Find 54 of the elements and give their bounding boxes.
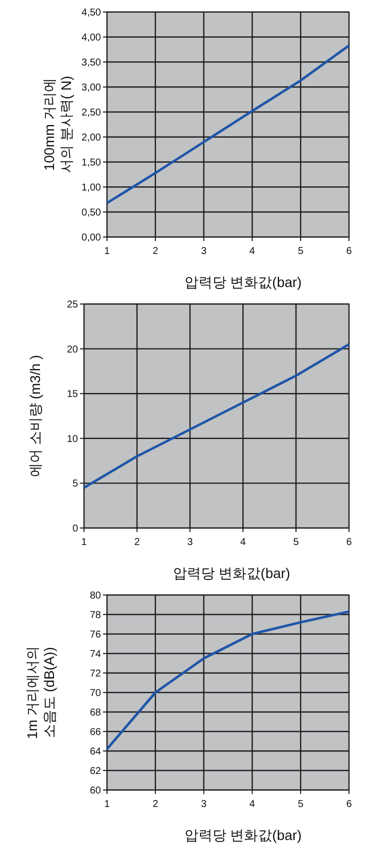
line-series [106, 610, 350, 750]
line-series [106, 44, 350, 204]
x-axis-title: 압력당 변화값(bar) [184, 827, 302, 843]
y-tick-label: 64 [90, 746, 102, 758]
y-tick-label: 4,50 [82, 8, 102, 18]
x-tick-label: 5 [298, 246, 304, 257]
x-tick-label: 1 [81, 537, 88, 548]
x-tick-label: 2 [134, 537, 140, 548]
x-tick-label: 5 [298, 799, 304, 810]
x-tick-label: 6 [346, 799, 352, 810]
y-tick-label: 76 [90, 630, 102, 640]
x-axis-title: 압력당 변화값(bar) [184, 274, 302, 290]
y-axis-title: 에어 소비량 (m3/h ) [27, 354, 43, 478]
y-tick-label: 5 [72, 478, 78, 490]
y-tick-label: 20 [66, 344, 78, 356]
y-tick-label: 1,50 [82, 158, 102, 168]
y-tick-label: 4,00 [82, 32, 102, 44]
y-tick-label: 72 [90, 668, 102, 680]
y-tick-label: 0 [72, 524, 78, 534]
y-tick-label: 62 [90, 766, 102, 777]
x-tick-label: 3 [201, 246, 208, 257]
y-tick-label: 15 [66, 389, 78, 400]
y-tick-label: 3,50 [82, 58, 102, 68]
x-tick-label: 3 [201, 799, 208, 810]
x-tick-label: 5 [293, 537, 300, 548]
y-tick-label: 66 [90, 727, 102, 738]
y-tick-label: 10 [66, 434, 78, 445]
x-tick-label: 6 [346, 246, 352, 257]
y-axis-title: 100mm 거리에 서의 분사력( N) [41, 76, 74, 174]
y-tick-label: 2,50 [82, 108, 102, 118]
line-series [82, 343, 350, 489]
x-tick-label: 3 [187, 537, 194, 548]
x-tick-label: 4 [249, 799, 256, 810]
y-tick-label: 3,00 [82, 82, 102, 94]
x-tick-label: 2 [152, 246, 159, 257]
y-axis-title: 1m 거리에서의 소음도 (dB(A)) [24, 646, 57, 740]
y-tick-label: 1,00 [82, 182, 102, 194]
x-tick-label: 1 [104, 246, 110, 257]
x-tick-label: 4 [249, 246, 256, 257]
x-tick-label: 6 [346, 537, 352, 548]
x-axis-title: 압력당 변화값(bar) [172, 565, 290, 581]
y-tick-label: 2,00 [82, 132, 102, 144]
y-tick-label: 60 [90, 786, 102, 796]
y-tick-label: 0,50 [82, 208, 102, 218]
x-tick-label: 2 [152, 799, 159, 810]
y-tick-label: 74 [90, 649, 102, 660]
x-tick-label: 4 [240, 537, 246, 548]
y-tick-label: 78 [90, 610, 102, 621]
y-tick-label: 25 [66, 300, 78, 310]
x-tick-label: 1 [104, 799, 110, 810]
y-tick-label: 68 [90, 708, 102, 718]
y-tick-label: 0,00 [82, 232, 102, 244]
y-tick-label: 70 [90, 688, 102, 699]
y-tick-label: 80 [90, 590, 102, 602]
